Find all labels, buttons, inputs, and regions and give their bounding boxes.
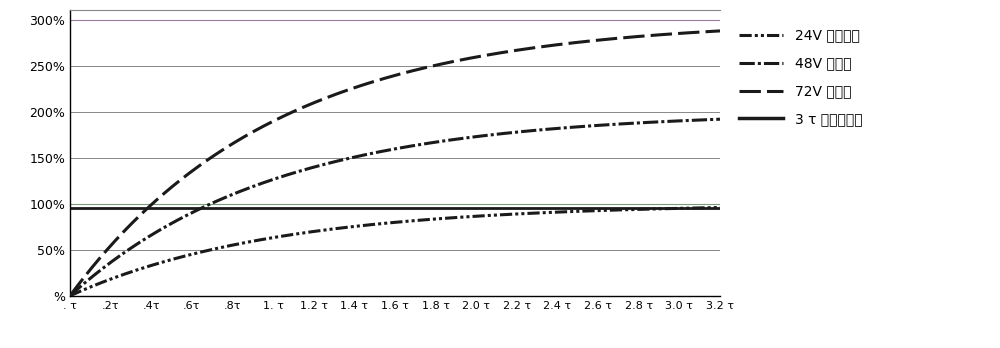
Legend: 24V 颗定电压, 48V 高电压, 72V 高电压, 3 τ 充电考量线: 24V 颗定电压, 48V 高电压, 72V 高电压, 3 τ 充电考量线 [733, 23, 868, 132]
